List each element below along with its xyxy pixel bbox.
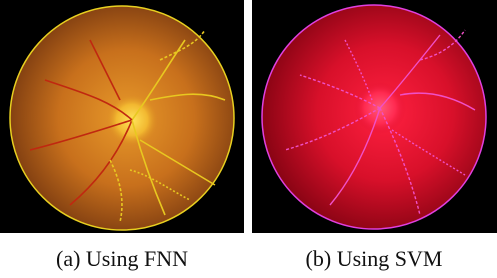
panel-b: (b) Using SVM: [252, 0, 497, 271]
figure: (a) Using FNN (b) Using SVM: [0, 0, 497, 278]
caption: (b) Using SVM: [306, 246, 443, 271]
page: (a) Using FNN (b) Using SVM (() => { con…: [0, 0, 497, 278]
panel-a: (a) Using FNN: [0, 0, 244, 271]
caption: (a) Using FNN: [56, 246, 188, 271]
